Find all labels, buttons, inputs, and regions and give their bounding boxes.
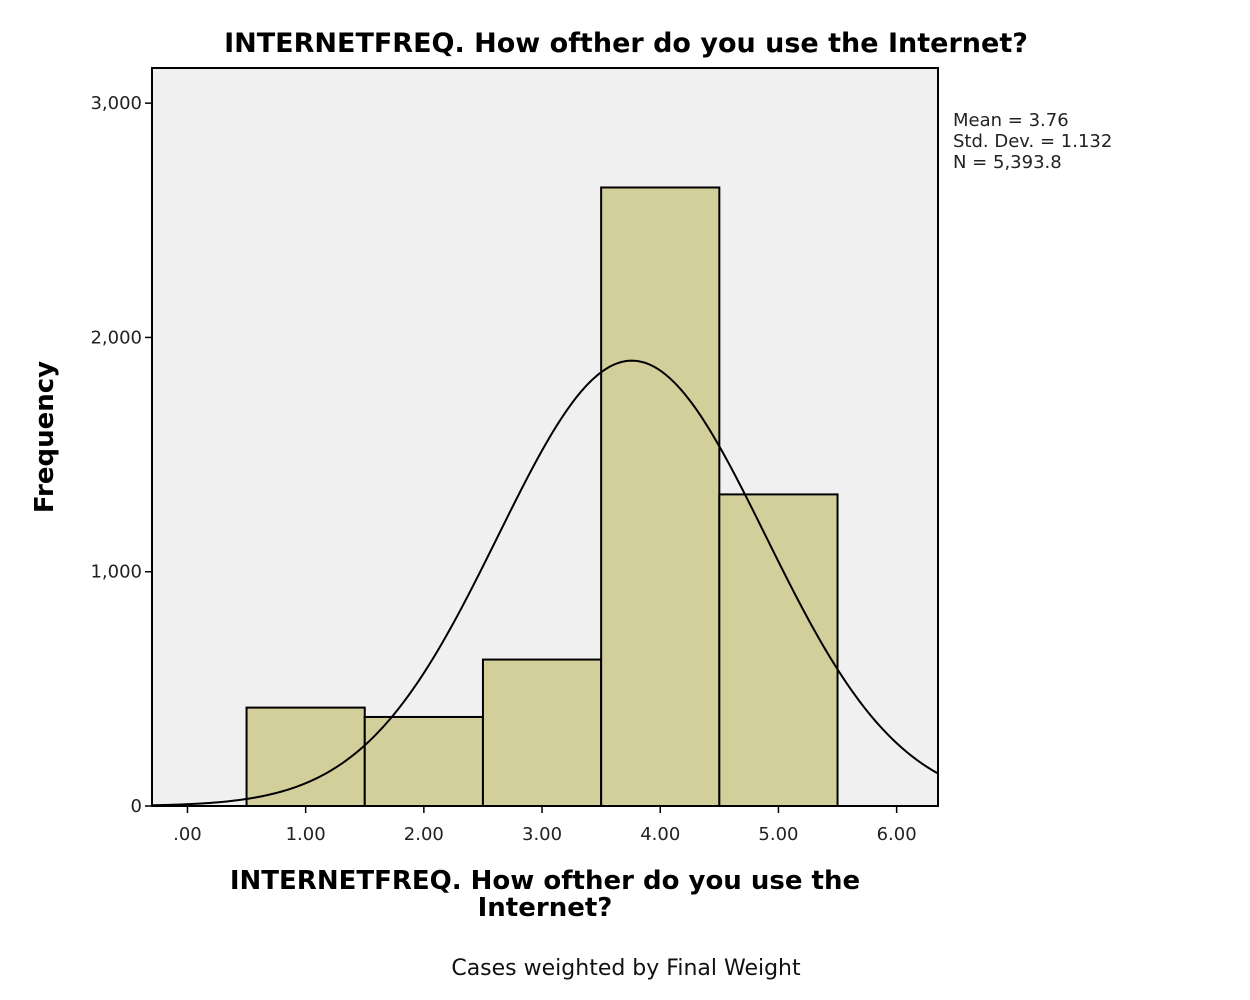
bars-group (245, 186, 839, 808)
stat-std-dev: Std. Dev. = 1.132 (953, 131, 1112, 152)
histogram-bar (363, 715, 484, 808)
x-tick-label: 1.00 (286, 824, 326, 845)
plot-border (151, 67, 939, 807)
normal-curve (151, 359, 939, 807)
histogram-bar (600, 186, 721, 807)
x-axis-title-line-2: Internet? (478, 893, 613, 923)
histogram-bar (245, 706, 366, 807)
y-tick-label: 0 (131, 796, 142, 817)
x-tick-label: 4.00 (640, 824, 680, 845)
chart-title: INTERNETFREQ. How ofther do you use the … (224, 28, 1028, 59)
y-tick-label: 2,000 (90, 327, 142, 348)
x-tick-label: 2.00 (404, 824, 444, 845)
histogram-bar (481, 658, 603, 807)
y-tick-label: 1,000 (90, 562, 142, 583)
stat-n: N = 5,393.8 (953, 152, 1062, 173)
stat-mean: Mean = 3.76 (953, 110, 1069, 131)
x-axis-title-line-1: INTERNETFREQ. How ofther do you use the (230, 866, 860, 896)
x-axis: .00 1.00 2.00 3.00 4.00 5.00 6.00 (173, 806, 917, 845)
y-axis: 0 1,000 2,000 3,000 (90, 93, 152, 817)
histogram-bar (718, 493, 839, 807)
x-tick-label: 6.00 (877, 824, 917, 845)
footnote: Cases weighted by Final Weight (451, 956, 801, 981)
x-tick-label: .00 (173, 824, 202, 845)
y-tick-label: 3,000 (90, 93, 142, 114)
x-tick-label: 5.00 (758, 824, 798, 845)
y-axis-title: Frequency (30, 361, 60, 513)
x-tick-label: 3.00 (522, 824, 562, 845)
